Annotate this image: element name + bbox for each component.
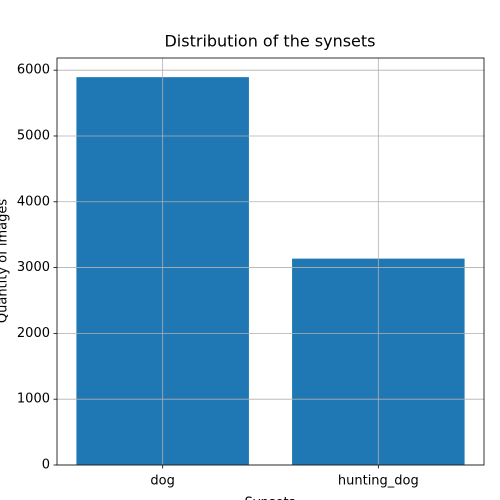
y-axis-label: Quantity of images: [0, 199, 11, 323]
y-tick-label: 4000: [17, 194, 50, 209]
x-tick-label: dog: [150, 474, 174, 489]
chart-title: Distribution of the synsets: [164, 32, 375, 51]
y-tick-label: 0: [42, 458, 50, 473]
y-tick-label: 2000: [17, 326, 50, 341]
axes-frame: [56, 57, 485, 466]
y-tick-label: 6000: [17, 63, 50, 78]
x-axis-label: Synsets: [245, 496, 296, 500]
y-tick-label: 5000: [17, 128, 50, 143]
y-tick-label: 1000: [17, 392, 50, 407]
y-tick-label: 3000: [17, 260, 50, 275]
x-tick-label: hunting_dog: [338, 474, 419, 489]
